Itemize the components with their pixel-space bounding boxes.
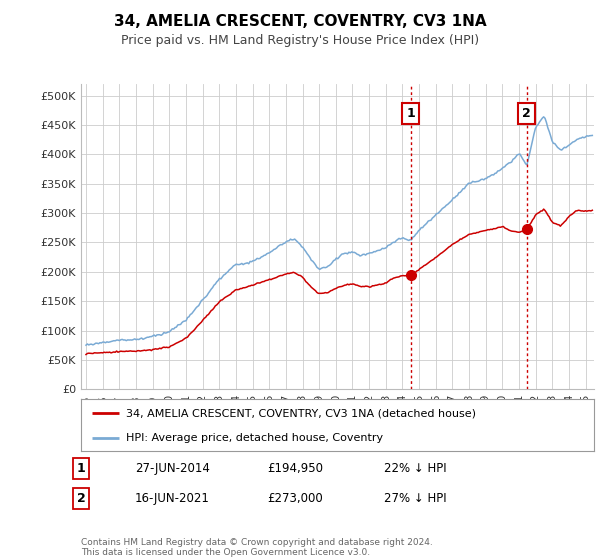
Text: £194,950: £194,950 bbox=[267, 462, 323, 475]
Text: 1: 1 bbox=[406, 107, 415, 120]
Text: 2: 2 bbox=[523, 107, 531, 120]
Text: £273,000: £273,000 bbox=[267, 492, 323, 505]
Text: Contains HM Land Registry data © Crown copyright and database right 2024.
This d: Contains HM Land Registry data © Crown c… bbox=[81, 538, 433, 557]
Text: 27-JUN-2014: 27-JUN-2014 bbox=[135, 462, 210, 475]
Text: Price paid vs. HM Land Registry's House Price Index (HPI): Price paid vs. HM Land Registry's House … bbox=[121, 34, 479, 46]
Text: 16-JUN-2021: 16-JUN-2021 bbox=[135, 492, 210, 505]
Text: 34, AMELIA CRESCENT, COVENTRY, CV3 1NA: 34, AMELIA CRESCENT, COVENTRY, CV3 1NA bbox=[113, 14, 487, 29]
Text: 2: 2 bbox=[77, 492, 85, 505]
Text: 1: 1 bbox=[77, 462, 85, 475]
Text: 27% ↓ HPI: 27% ↓ HPI bbox=[384, 492, 446, 505]
Text: 22% ↓ HPI: 22% ↓ HPI bbox=[384, 462, 446, 475]
Text: 34, AMELIA CRESCENT, COVENTRY, CV3 1NA (detached house): 34, AMELIA CRESCENT, COVENTRY, CV3 1NA (… bbox=[126, 408, 476, 418]
Text: HPI: Average price, detached house, Coventry: HPI: Average price, detached house, Cove… bbox=[126, 433, 383, 443]
